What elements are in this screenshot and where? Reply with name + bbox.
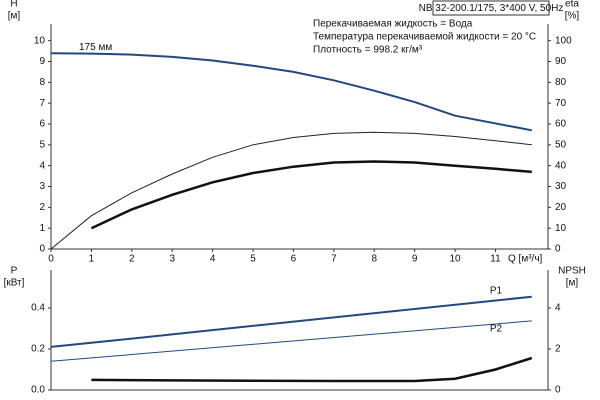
- y-tick-label: 5: [39, 139, 45, 150]
- curve: [90, 160, 532, 230]
- annotation: Температура перекачиваемой жидкости = 20…: [313, 32, 536, 43]
- x-tick-label: 8: [371, 254, 377, 265]
- y2-tick-label: 50: [555, 139, 567, 150]
- y-tick-label: 0: [39, 244, 45, 255]
- series-label: P2: [490, 324, 503, 335]
- y2-axis-label: [%]: [565, 11, 580, 22]
- y-tick-label: 0.4: [31, 303, 45, 314]
- y-tick-label: 1: [39, 223, 45, 234]
- x-tick-label: 9: [412, 254, 418, 265]
- annotation: Перекачиваемая жидкость = Вода: [313, 19, 473, 30]
- y2-tick-label: 10: [555, 223, 567, 234]
- y-axis-label: P: [11, 266, 18, 277]
- y2-tick-label: 60: [555, 119, 567, 130]
- y-axis-label: [кВт]: [4, 278, 25, 289]
- y2-tick-label: 70: [555, 98, 567, 109]
- y2-tick-label: 4: [555, 303, 561, 314]
- x-tick-label: 4: [210, 254, 216, 265]
- y-tick-label: 0.0: [31, 385, 45, 396]
- x-axis-label: Q [м³/ч]: [508, 254, 543, 265]
- y2-tick-label: 2: [555, 344, 561, 355]
- curve: [50, 295, 532, 348]
- x-tick-label: 10: [450, 254, 462, 265]
- y-axis-label: [м]: [8, 11, 21, 22]
- y-tick-label: 8: [39, 77, 45, 88]
- y-axis-label: H: [10, 0, 17, 10]
- series-label: P1: [490, 285, 503, 296]
- y2-tick-label: 30: [555, 181, 567, 192]
- header: NB 32-200.1/175, 3*400 V, 50Hz: [419, 3, 564, 14]
- annotation: Плотность = 998.2 кг/м³: [313, 45, 423, 56]
- x-tick-label: 6: [291, 254, 297, 265]
- curve: [50, 320, 532, 362]
- curve: [91, 356, 533, 383]
- x-tick-label: 3: [169, 254, 175, 265]
- x-tick-label: 11: [490, 254, 501, 265]
- y2-axis-label: eta: [565, 0, 579, 10]
- y2-tick-label: 90: [555, 56, 567, 67]
- y-tick-label: 10: [34, 35, 46, 46]
- y2-tick-label: 0: [555, 385, 561, 396]
- header-box: [432, 0, 550, 16]
- y-tick-label: 6: [39, 119, 45, 130]
- x-tick-label: 0: [48, 254, 54, 265]
- y-tick-label: 9: [39, 56, 45, 67]
- y-tick-label: 4: [39, 160, 45, 171]
- y2-axis-label: [м]: [566, 278, 579, 289]
- x-tick-label: 5: [250, 254, 256, 265]
- y-tick-label: 2: [39, 202, 45, 213]
- y2-axis-label: NPSH: [558, 266, 586, 277]
- curve: [50, 52, 532, 132]
- x-tick-label: 7: [331, 254, 337, 265]
- x-tick-label: 2: [129, 254, 135, 265]
- curve: [50, 131, 532, 250]
- y2-tick-label: 100: [555, 35, 572, 46]
- y2-tick-label: 40: [555, 160, 567, 171]
- y-tick-label: 0.2: [31, 344, 45, 355]
- y2-tick-label: 80: [555, 77, 567, 88]
- y-tick-label: 3: [39, 181, 45, 192]
- series-label: 175 мм: [79, 42, 112, 53]
- x-tick-label: 1: [89, 254, 95, 265]
- y2-tick-label: 20: [555, 202, 567, 213]
- y2-tick-label: 0: [555, 244, 561, 255]
- y-tick-label: 7: [39, 98, 45, 109]
